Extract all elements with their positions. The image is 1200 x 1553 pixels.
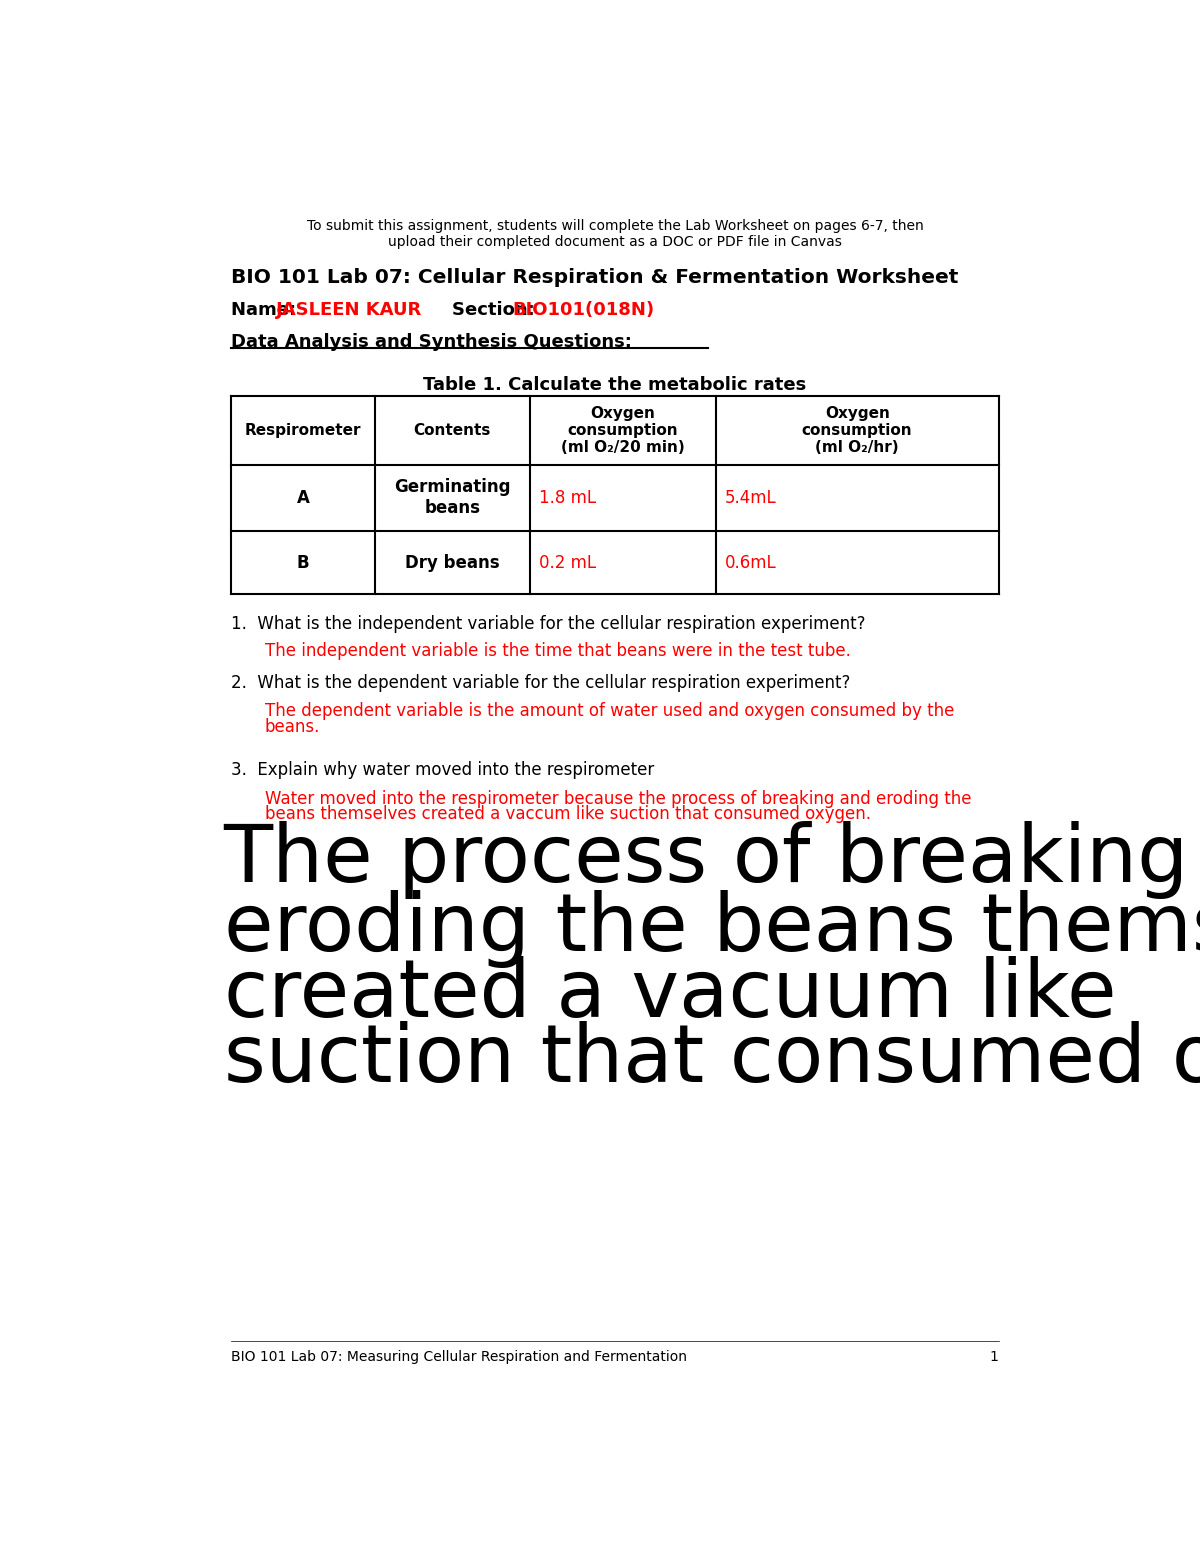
Text: Table 1. Calculate the metabolic rates: Table 1. Calculate the metabolic rates xyxy=(424,376,806,394)
Text: 2.  What is the dependent variable for the cellular respiration experiment?: 2. What is the dependent variable for th… xyxy=(232,674,851,693)
Text: upload their completed document as a DOC or PDF file in Canvas: upload their completed document as a DOC… xyxy=(388,235,842,248)
Text: The process of breaking or: The process of breaking or xyxy=(223,822,1200,899)
Text: Contents: Contents xyxy=(414,422,491,438)
Text: suction that consumed oxygen: suction that consumed oxygen xyxy=(223,1022,1200,1100)
Text: 1.8 mL: 1.8 mL xyxy=(539,489,596,506)
Text: A: A xyxy=(296,489,310,506)
Text: Dry beans: Dry beans xyxy=(404,553,499,572)
Text: BIO 101 Lab 07: Cellular Respiration & Fermentation Worksheet: BIO 101 Lab 07: Cellular Respiration & F… xyxy=(232,267,959,287)
Text: 1.  What is the independent variable for the cellular respiration experiment?: 1. What is the independent variable for … xyxy=(232,615,866,632)
Text: created a vacuum like: created a vacuum like xyxy=(223,955,1116,1034)
Text: Oxygen
consumption
(ml O₂/20 min): Oxygen consumption (ml O₂/20 min) xyxy=(560,405,685,455)
Text: Name:: Name: xyxy=(232,301,302,318)
Text: The independent variable is the time that beans were in the test tube.: The independent variable is the time tha… xyxy=(265,641,851,660)
Text: The dependent variable is the amount of water used and oxygen consumed by the: The dependent variable is the amount of … xyxy=(265,702,954,721)
Text: BIO 101 Lab 07: Measuring Cellular Respiration and Fermentation: BIO 101 Lab 07: Measuring Cellular Respi… xyxy=(232,1350,688,1364)
Text: beans.: beans. xyxy=(265,717,320,736)
Text: Section:: Section: xyxy=(452,301,541,318)
Text: eroding the beans themselves: eroding the beans themselves xyxy=(223,890,1200,969)
Text: beans themselves created a vaccum like suction that consumed oxygen.: beans themselves created a vaccum like s… xyxy=(265,804,871,823)
Text: 0.6mL: 0.6mL xyxy=(725,553,776,572)
Text: BIO101(018N): BIO101(018N) xyxy=(512,301,655,318)
Text: 5.4mL: 5.4mL xyxy=(725,489,776,506)
Text: JASLEEN KAUR: JASLEEN KAUR xyxy=(276,301,422,318)
Text: 3.  Explain why water moved into the respirometer: 3. Explain why water moved into the resp… xyxy=(232,761,655,780)
Text: To submit this assignment, students will complete the Lab Worksheet on pages 6-7: To submit this assignment, students will… xyxy=(307,219,923,233)
Text: Oxygen
consumption
(ml O₂/hr): Oxygen consumption (ml O₂/hr) xyxy=(802,405,912,455)
Text: 0.2 mL: 0.2 mL xyxy=(539,553,596,572)
Text: B: B xyxy=(296,553,310,572)
Text: 1: 1 xyxy=(990,1350,998,1364)
Text: Respirometer: Respirometer xyxy=(245,422,361,438)
Text: Germinating
beans: Germinating beans xyxy=(394,478,510,517)
Text: Data Analysis and Synthesis Questions:: Data Analysis and Synthesis Questions: xyxy=(232,332,632,351)
Text: Water moved into the respirometer because the process of breaking and eroding th: Water moved into the respirometer becaus… xyxy=(265,789,971,808)
